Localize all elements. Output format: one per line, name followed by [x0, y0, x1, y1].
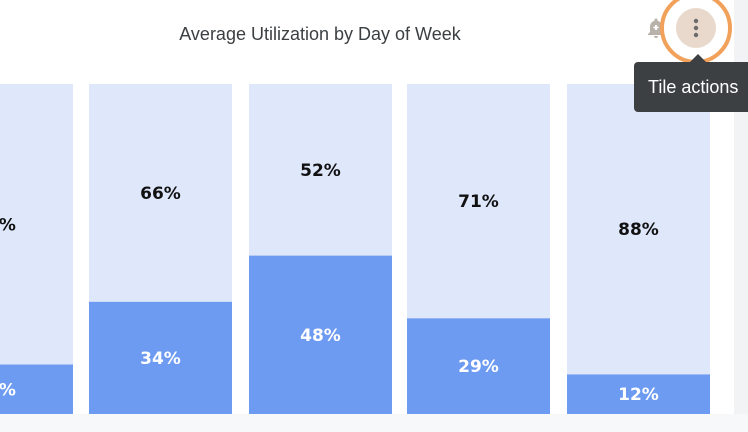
more-vert-icon: [693, 18, 699, 38]
tooltip-arrow: [690, 54, 706, 62]
stacked-bar-chart: 5% 5% 66% 34% 52% 48% 71% 29% 88% 12%: [0, 84, 710, 414]
add-alert-bell-icon[interactable]: [644, 16, 668, 40]
tile-actions-tooltip: Tile actions: [634, 62, 748, 112]
bar-bottom-value-label: 48%: [300, 326, 341, 346]
bar-bottom-segment: [0, 364, 73, 414]
bar-top-segment: [249, 84, 392, 256]
tile-actions-button[interactable]: [676, 8, 716, 48]
bar-top-segment: [567, 84, 710, 375]
bar-top-segment: [0, 84, 73, 365]
bar-top-value-label: 71%: [458, 192, 499, 212]
bar-top-segment: [89, 84, 232, 302]
chart-tile: Average Utilization by Day of Week 5% 5% 6…: [0, 0, 734, 414]
tile-title: Average Utilization by Day of Week: [179, 24, 461, 44]
bar-top-value-label: 5%: [0, 215, 16, 235]
bar-bottom-segment: [567, 374, 710, 414]
bar-top-value-label: 66%: [140, 184, 181, 204]
bar-bottom-segment: [89, 301, 232, 414]
bar-top-value-label: 88%: [618, 220, 659, 240]
bar-bottom-value-label: 34%: [140, 349, 181, 369]
bar-top-segment: [407, 84, 550, 319]
bar-bottom-segment: [249, 255, 392, 414]
bar-bottom-value-label: 29%: [458, 357, 499, 377]
bar-top-value-label: 52%: [300, 161, 341, 181]
bar-bottom-value-label: 5%: [0, 380, 16, 400]
bar-bottom-value-label: 12%: [618, 385, 659, 405]
bar-bottom-segment: [407, 318, 550, 414]
